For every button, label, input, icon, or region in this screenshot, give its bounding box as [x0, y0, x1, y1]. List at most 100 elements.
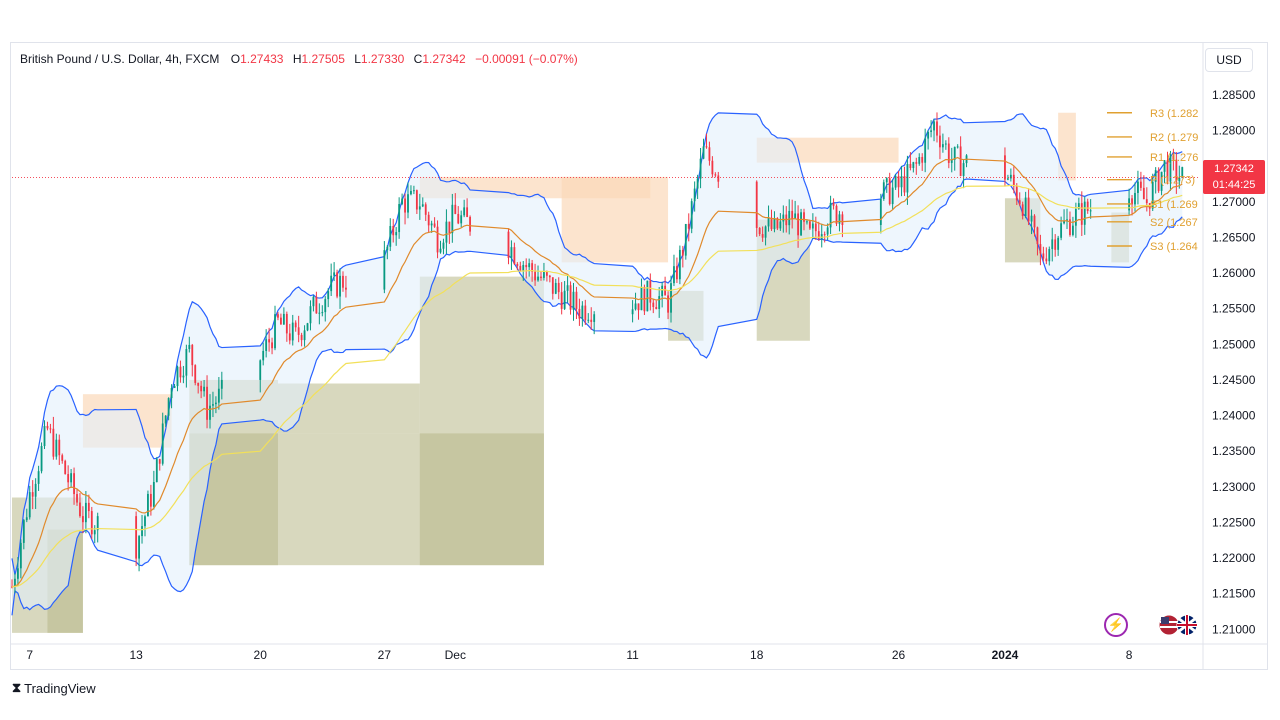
- candle-body: [1172, 155, 1175, 160]
- candle-body: [395, 232, 398, 236]
- candle-body: [309, 306, 312, 324]
- pivot-level-label: S3 (1.264: [1150, 241, 1198, 253]
- candle-body: [463, 207, 466, 216]
- candle-body: [141, 526, 143, 537]
- candle-body: [1134, 192, 1136, 205]
- candle-body: [806, 221, 808, 223]
- time-tick-label: 27: [378, 648, 392, 662]
- price-tick-label: 1.23000: [1212, 480, 1256, 494]
- candle-body: [291, 322, 294, 341]
- candle-body: [885, 178, 888, 183]
- candle-body: [803, 212, 805, 222]
- candle-body: [297, 327, 300, 335]
- candle-body: [144, 516, 146, 527]
- price-tick-label: 1.28000: [1212, 124, 1256, 138]
- candle-body: [933, 121, 935, 131]
- ema-fast-line: [11, 156, 1183, 588]
- candle-body: [271, 342, 273, 349]
- candle-body: [288, 333, 291, 341]
- candle-body: [767, 217, 770, 227]
- candle-body: [96, 516, 99, 531]
- supply-zone: [1058, 112, 1076, 181]
- candle-body: [87, 502, 90, 512]
- candle-body: [93, 530, 96, 535]
- candle-body: [330, 275, 333, 292]
- candle-body: [1057, 237, 1060, 250]
- candle-body: [152, 482, 155, 507]
- candle-body: [212, 404, 214, 406]
- candle-body: [714, 174, 717, 176]
- candle-body: [82, 516, 84, 523]
- time-axis: 7 13 20 27 Dec 11 18 26 2024 8: [11, 643, 1267, 662]
- candle-body: [58, 439, 61, 456]
- candle-body: [161, 423, 164, 464]
- candle-body: [776, 218, 779, 229]
- candle-body: [1051, 239, 1054, 250]
- currency-button[interactable]: USD: [1205, 48, 1253, 72]
- time-tick-label: 26: [892, 648, 906, 662]
- candle-body: [34, 483, 37, 497]
- time-tick-label: Dec: [445, 648, 466, 662]
- candle-body: [197, 382, 200, 386]
- candle-body: [684, 223, 687, 256]
- candle-body: [1083, 201, 1086, 225]
- candle-body: [519, 265, 522, 271]
- candle-body: [285, 313, 288, 334]
- tradingview-logo[interactable]: ⧗ TradingView: [12, 680, 96, 696]
- candle-body: [90, 511, 93, 535]
- candle-body: [1069, 219, 1071, 235]
- price-tick-label: 1.25000: [1212, 337, 1256, 351]
- symbol-legend: British Pound / U.S. Dollar, 4h, FXCM O1…: [20, 52, 578, 66]
- candle-body: [424, 204, 427, 215]
- candle-body: [155, 459, 158, 483]
- candle-body: [386, 246, 389, 251]
- candle-body: [779, 221, 782, 229]
- candle-body: [1077, 203, 1080, 209]
- candle-body: [829, 202, 832, 228]
- pivot-level-label: S1 (1.269: [1150, 199, 1198, 211]
- candle-body: [909, 163, 912, 169]
- bollinger-upper-line: [11, 112, 1183, 575]
- candle-body: [1151, 181, 1154, 209]
- candle-body: [794, 213, 797, 220]
- candle-body: [537, 276, 539, 281]
- candle-body: [566, 285, 569, 291]
- candle-body: [1009, 174, 1012, 179]
- price-tick-label: 1.24000: [1212, 409, 1256, 423]
- candle-body: [791, 210, 794, 220]
- candle-body: [664, 285, 667, 296]
- chart-area[interactable]: [10, 42, 1268, 670]
- candle-body: [79, 502, 81, 517]
- candle-body: [764, 226, 767, 238]
- candle-body: [49, 428, 52, 430]
- candle-body: [1024, 197, 1027, 216]
- candle-body: [280, 317, 282, 325]
- candle-body: [147, 493, 149, 517]
- open-label: O: [230, 52, 241, 66]
- candle-body: [448, 221, 451, 234]
- candle-body: [1042, 253, 1045, 259]
- candle-body: [73, 473, 75, 495]
- candle-body: [708, 147, 711, 161]
- candle-body: [324, 299, 327, 313]
- candle-body: [696, 178, 699, 189]
- candle-body: [897, 176, 900, 188]
- lightning-icon[interactable]: ⚡: [1104, 613, 1128, 637]
- candle-body: [906, 163, 909, 193]
- candle-body: [436, 226, 439, 253]
- candle-body: [404, 198, 406, 213]
- demand-zone: [419, 276, 544, 566]
- candle-body: [936, 121, 938, 136]
- pivot-level-label: R3 (1.282: [1150, 108, 1198, 120]
- candle-body: [1139, 181, 1142, 188]
- candle-body: [451, 204, 454, 234]
- candle-body: [220, 379, 223, 389]
- candle-body: [52, 428, 55, 457]
- price-tick-label: 1.25500: [1212, 302, 1256, 316]
- candle-body: [838, 214, 841, 224]
- pivot-level-label: R1 (1.276: [1150, 152, 1198, 164]
- flags-icon[interactable]: [1157, 613, 1201, 637]
- candle-body: [439, 248, 442, 253]
- candle-body: [410, 190, 412, 195]
